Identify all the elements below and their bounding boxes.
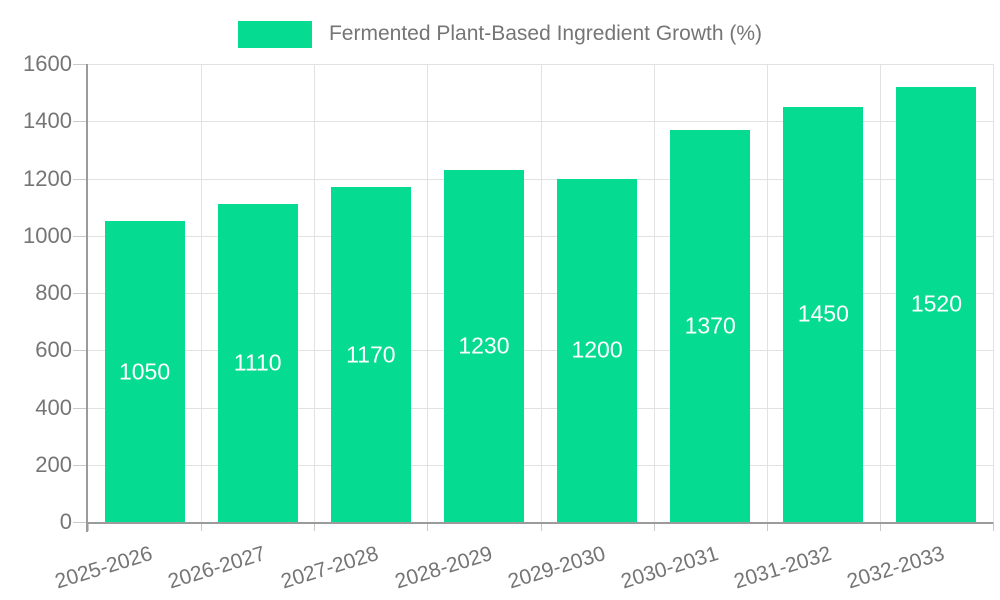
x-tick — [993, 522, 994, 531]
bar[interactable] — [557, 178, 638, 522]
x-tick — [88, 522, 89, 531]
bar-value-label: 1520 — [910, 290, 963, 317]
x-tick — [540, 522, 542, 531]
y-axis-line — [86, 64, 88, 532]
x-tick-label: 2031-2032 — [731, 542, 835, 594]
y-tick-label: 800 — [35, 280, 72, 305]
bar[interactable] — [670, 129, 751, 522]
bar[interactable] — [896, 86, 977, 522]
x-tick-label: 2030-2031 — [618, 542, 721, 594]
y-tick-label: 1400 — [23, 108, 72, 134]
x-tick-label: 2029-2030 — [505, 542, 608, 594]
bar-value-label: 1230 — [458, 332, 510, 359]
y-tick-label: 0 — [59, 509, 72, 534]
x-tick-label: 2032-2033 — [844, 542, 948, 594]
y-tick-label: 200 — [35, 451, 72, 477]
y-tick-label: 1600 — [23, 51, 72, 76]
x-tick — [653, 522, 655, 531]
x-tick-label: 2025-2026 — [52, 542, 156, 594]
x-gridline — [653, 64, 655, 522]
bar[interactable] — [330, 187, 411, 522]
y-tick — [73, 178, 88, 180]
bar-value-label: 1110 — [233, 349, 282, 376]
bar[interactable] — [217, 204, 298, 522]
bar-value-label: 1370 — [684, 312, 736, 339]
bar[interactable] — [443, 169, 524, 522]
y-tick-label: 1200 — [23, 165, 72, 191]
y-tick — [73, 350, 88, 352]
y-tick-label: 600 — [35, 337, 72, 363]
x-tick-label: 2027-2028 — [278, 542, 382, 594]
y-tick-label: 1000 — [23, 222, 72, 248]
y-tick — [73, 464, 88, 466]
x-gridline — [427, 64, 429, 522]
y-tick-label: 400 — [35, 394, 72, 420]
x-tick — [766, 522, 768, 531]
legend-label[interactable]: Fermented Plant-Based Ingredient Growth … — [328, 22, 763, 45]
y-tick — [73, 522, 88, 523]
bar-value-label: 1050 — [118, 358, 171, 385]
x-tick-label: 2026-2027 — [165, 542, 269, 594]
x-axis-line — [86, 522, 993, 524]
x-gridline — [879, 64, 881, 522]
bar-value-label: 1200 — [571, 336, 623, 363]
y-tick — [73, 64, 88, 65]
legend[interactable]: Fermented Plant-Based Ingredient Growth … — [0, 18, 1000, 50]
x-tick — [879, 522, 881, 531]
x-gridline — [766, 64, 768, 522]
bar-value-label: 1170 — [346, 341, 396, 368]
x-gridline — [314, 64, 316, 522]
x-gridline — [540, 64, 542, 522]
y-tick — [73, 293, 88, 294]
bar[interactable] — [783, 106, 864, 522]
x-gridline — [993, 64, 994, 522]
legend-swatch[interactable] — [237, 20, 312, 48]
bar[interactable] — [104, 221, 185, 522]
x-gridline — [201, 64, 203, 522]
y-tick — [73, 235, 88, 237]
y-tick — [73, 407, 88, 409]
x-tick-label: 2028-2029 — [391, 542, 495, 594]
x-tick — [201, 522, 203, 531]
y-tick — [73, 121, 88, 123]
bar-value-label: 1450 — [797, 300, 849, 327]
x-tick — [427, 522, 429, 531]
x-tick — [314, 522, 316, 531]
